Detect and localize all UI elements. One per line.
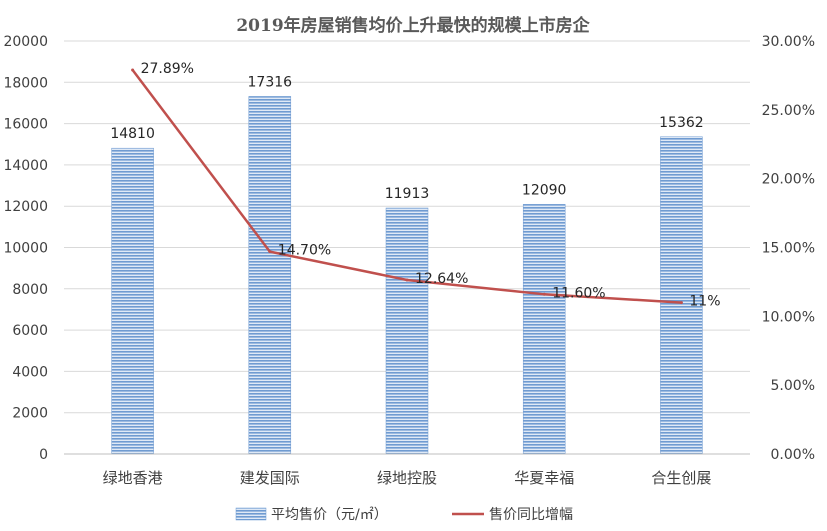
x-category-label: 绿地香港 <box>103 469 163 487</box>
x-category-label: 绿地控股 <box>377 469 437 487</box>
bar <box>660 136 703 455</box>
y-right-tick-label: 25.00% <box>762 103 815 119</box>
bar-data-label: 12090 <box>522 182 567 198</box>
y-left-tick-label: 0 <box>39 447 48 463</box>
line-point <box>679 301 683 305</box>
bar-data-label: 11913 <box>385 186 430 202</box>
legend-bar-swatch <box>235 507 267 521</box>
y-right-tick-label: 5.00% <box>771 378 815 394</box>
bar-data-label: 15362 <box>659 115 704 131</box>
line-data-label: 14.70% <box>278 243 331 259</box>
legend-line-label: 售价同比增幅 <box>489 507 573 523</box>
y-left-tick-label: 20000 <box>3 34 48 50</box>
right-axis: 0.00% 5.00% 10.00% 15.00% 20.00% 25.00% 30.00% <box>762 34 815 463</box>
line-point <box>131 68 135 72</box>
y-left-tick-label: 6000 <box>12 323 48 339</box>
line-data-label: 11.60% <box>552 285 605 301</box>
y-right-tick-label: 30.00% <box>762 34 815 50</box>
y-left-tick-label: 10000 <box>3 241 48 257</box>
left-axis: 0 2000 4000 6000 8000 10000 12000 14000 16000 180… <box>3 34 48 463</box>
legend: 平均售价（元/㎡） 售价同比增幅 <box>235 507 573 523</box>
y-left-tick-label: 12000 <box>3 199 48 215</box>
y-left-tick-label: 4000 <box>12 364 48 380</box>
y-left-tick-label: 16000 <box>3 117 48 133</box>
line-series: 27.89% 14.70% 12.64% 11.60% 11% <box>131 61 721 310</box>
y-left-tick-label: 18000 <box>3 75 48 91</box>
x-category-label: 建发国际 <box>240 469 300 487</box>
bar <box>111 147 154 455</box>
bar <box>248 96 292 455</box>
legend-bar-label: 平均售价（元/㎡） <box>271 507 388 523</box>
y-left-tick-label: 8000 <box>12 282 48 298</box>
bar-data-label: 14810 <box>110 126 155 142</box>
x-category-label: 合生创展 <box>651 469 711 487</box>
bar-data-label: 17316 <box>248 74 293 90</box>
line-point <box>268 250 272 254</box>
chart-title: 2019年房屋销售均价上升最快的规模上市房企 <box>236 15 590 36</box>
y-left-tick-label: 2000 <box>12 406 48 422</box>
line-data-label: 27.89% <box>141 61 194 77</box>
y-right-tick-label: 20.00% <box>762 172 815 188</box>
y-left-tick-label: 14000 <box>3 158 48 174</box>
y-right-tick-label: 10.00% <box>762 309 815 325</box>
line-data-label: 11% <box>689 294 720 310</box>
line-data-label: 12.64% <box>415 271 468 287</box>
line-point <box>542 292 546 296</box>
bar <box>385 207 429 455</box>
bar <box>522 204 566 455</box>
bar-series: 14810 17316 11913 12090 15362 <box>110 74 704 455</box>
x-category-label: 华夏幸福 <box>514 469 574 487</box>
x-axis: 绿地香港 建发国际 绿地控股 华夏幸福 合生创展 <box>64 453 750 487</box>
y-right-tick-label: 0.00% <box>771 447 815 463</box>
y-right-tick-label: 15.00% <box>762 241 815 257</box>
line-point <box>405 278 409 282</box>
